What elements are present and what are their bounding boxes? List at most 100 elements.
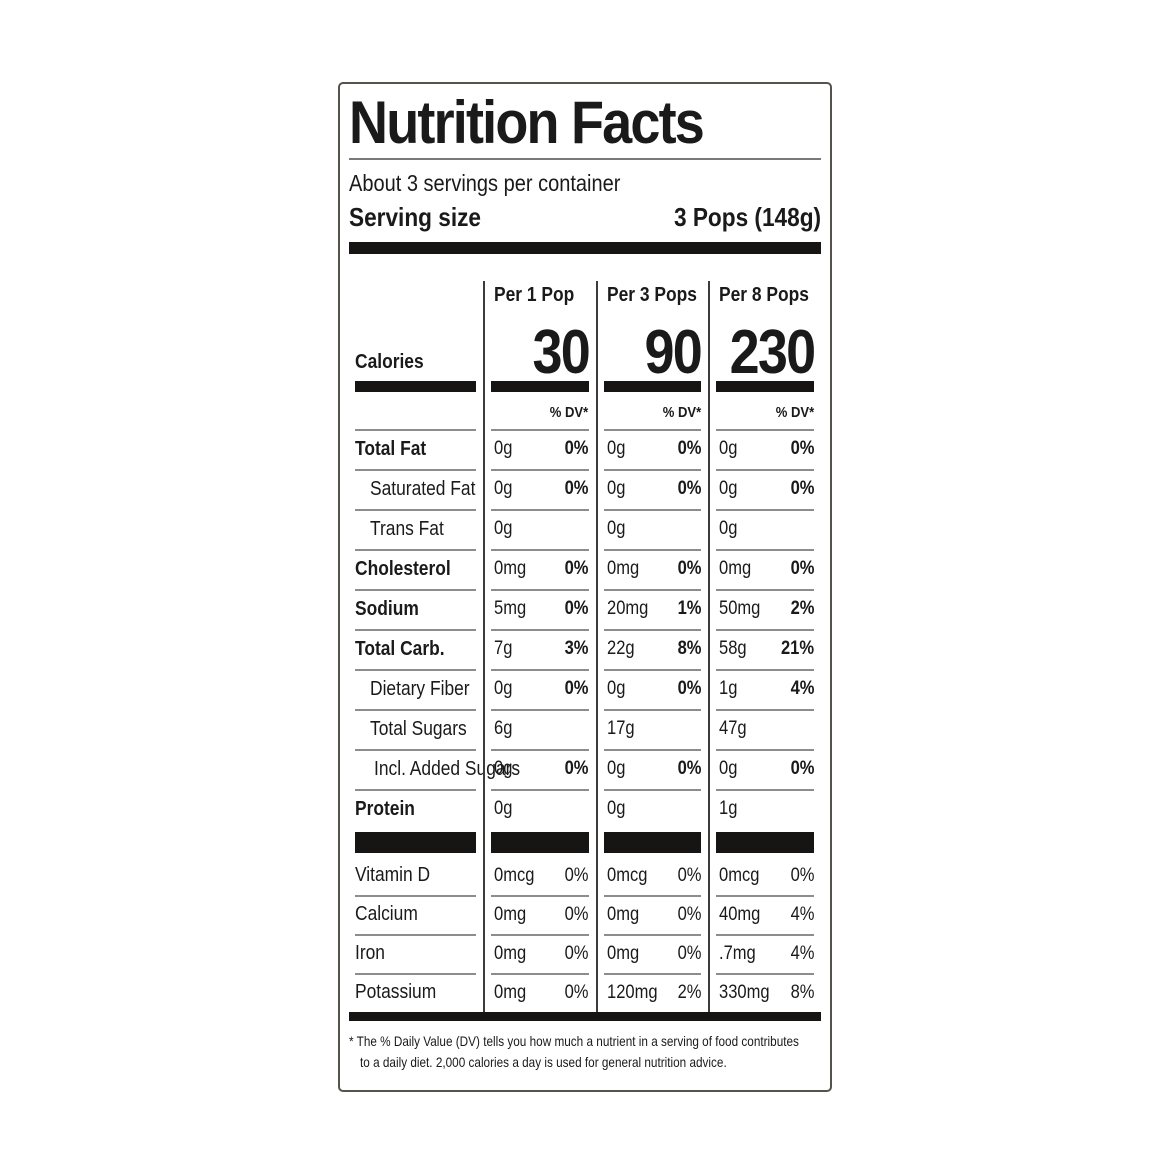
vitamin-dv: 0% — [564, 981, 589, 1003]
vitamin-amount: 0mcg — [606, 864, 648, 886]
vitamin-dv: 8% — [790, 981, 814, 1003]
nutrient-name: Saturated Fat — [349, 469, 483, 509]
dv-header-spacer — [349, 396, 483, 429]
nutrient-amount: 0g — [606, 758, 626, 779]
nutrient-dv: 2% — [790, 598, 814, 619]
nutrient-amount: 22g — [606, 638, 635, 659]
nutrient-value-cell: 0g 0% — [483, 749, 596, 789]
nutrient-value-cell: 0g 0% — [595, 429, 709, 469]
nutrient-value-cell: 0g 0% — [483, 429, 596, 469]
footnote-line2: to a daily diet. 2,000 calories a day is… — [349, 1052, 821, 1073]
section-bar-cell — [483, 829, 596, 856]
nutrient-amount: 6g — [494, 718, 513, 739]
calories-underline-bar — [491, 381, 589, 392]
vitamin-value-cell: 0mg 0% — [595, 895, 709, 934]
nutrient-dv: 0% — [677, 558, 702, 579]
nutrient-amount: 0g — [606, 438, 626, 459]
facts-grid: Per 1 Pop Per 3 Pops Per 8 Pops Calories… — [349, 254, 821, 1012]
section-thick-bar — [491, 832, 589, 853]
nutrient-dv: 0% — [564, 478, 589, 499]
servings-per-container-text: About 3 servings per container — [349, 170, 621, 196]
nutrient-amount: 0g — [494, 518, 513, 539]
calories-value-text: 230 — [729, 318, 816, 387]
nutrient-amount: 0g — [494, 798, 513, 819]
nutrient-amount: 1g — [719, 678, 738, 699]
nutrient-amount: 0g — [606, 798, 626, 819]
nutrient-value-cell: 0g 0% — [708, 749, 821, 789]
nutrient-name: Total Sugars — [349, 709, 483, 749]
vitamin-amount: .7mg — [719, 942, 757, 964]
nutrient-dv: 0% — [564, 678, 589, 699]
vitamin-value-cell: 330mg 8% — [708, 973, 821, 1012]
vitamin-value-cell: 0mcg 0% — [595, 856, 709, 895]
column-header-spacer — [349, 281, 483, 309]
calories-value-per-3-pops: 90 — [595, 309, 709, 387]
nutrient-dv: 8% — [677, 638, 702, 659]
header-thick-bar — [349, 242, 821, 254]
nutrient-dv: 0% — [564, 598, 589, 619]
nutrient-dv: 3% — [564, 638, 589, 659]
nutrient-amount: 0g — [494, 478, 513, 499]
nutrient-dv: 0% — [677, 678, 702, 699]
vitamin-amount: 0mg — [606, 903, 639, 925]
nutrient-name-text: Protein — [355, 797, 415, 820]
nutrient-value-cell: 7g 3% — [483, 629, 596, 669]
vitamin-amount: 330mg — [719, 981, 770, 1003]
section-bar-cell — [708, 829, 821, 856]
nutrient-value-cell: 0g — [483, 509, 596, 549]
vitamin-value-cell: 0mg 0% — [595, 934, 709, 973]
vitamin-amount: 40mg — [719, 903, 761, 925]
calories-underline-cell — [349, 379, 483, 396]
nutrient-dv: 0% — [564, 558, 589, 579]
vitamin-name-text: Calcium — [355, 903, 418, 925]
nutrient-name: Trans Fat — [349, 509, 483, 549]
column-header-per-3-pops: Per 3 Pops — [595, 281, 709, 309]
column-header-per-1-pop: Per 1 Pop — [483, 281, 596, 309]
section-bar-cell — [595, 829, 709, 856]
nutrient-dv: 0% — [790, 758, 814, 779]
nutrient-dv: 0% — [677, 478, 702, 499]
nutrient-name-text: Saturated Fat — [370, 477, 476, 500]
nutrient-amount: 58g — [719, 638, 747, 659]
footnote-line1-text: * The % Daily Value (DV) tells you how m… — [349, 1033, 799, 1049]
dv-header: % DV* — [483, 396, 596, 429]
nutrient-name-text: Total Fat — [355, 437, 427, 460]
nutrition-facts-label: Nutrition Facts About 3 servings per con… — [338, 82, 832, 1092]
nutrient-amount: 1g — [719, 798, 738, 819]
nutrient-amount: 0g — [606, 678, 626, 699]
nutrient-name: Dietary Fiber — [349, 669, 483, 709]
nutrient-value-cell: 0g 0% — [483, 669, 596, 709]
nutrient-value-cell: 5mg 0% — [483, 589, 596, 629]
nutrient-value-cell: 0g 0% — [595, 469, 709, 509]
calories-underline-bar — [603, 381, 702, 392]
column-header-text: Per 8 Pops — [719, 283, 810, 306]
nutrient-dv: 0% — [564, 758, 589, 779]
calories-label: Calories — [349, 309, 483, 379]
nutrient-value-cell: 0g — [595, 789, 709, 829]
section-bar-cell — [349, 829, 483, 856]
dv-header-text: % DV* — [775, 404, 814, 421]
calories-value-per-8-pops: 230 — [708, 309, 821, 387]
vitamin-dv: 0% — [564, 903, 589, 925]
vitamin-value-cell: .7mg 4% — [708, 934, 821, 973]
nutrient-value-cell: 0g — [708, 509, 821, 549]
vitamin-name: Potassium — [349, 973, 483, 1012]
nutrient-value-cell: 17g — [595, 709, 709, 749]
nutrient-name-text: Dietary Fiber — [370, 677, 470, 700]
calories-value-text: 90 — [644, 318, 703, 387]
footnote-line2-text: to a daily diet. 2,000 calories a day is… — [360, 1054, 727, 1070]
vitamin-name-text: Iron — [355, 942, 385, 964]
nutrient-dv: 0% — [677, 758, 702, 779]
nutrient-amount: 47g — [719, 718, 747, 739]
grid-top-spacer — [349, 254, 821, 281]
serving-size-value: 3 Pops (148g) — [673, 202, 821, 232]
nutrient-amount: 7g — [494, 638, 513, 659]
nutrient-dv: 0% — [790, 438, 814, 459]
vitamin-dv: 0% — [677, 864, 702, 886]
calories-label-text: Calories — [355, 351, 424, 373]
calories-underline-bar — [716, 381, 814, 392]
nutrient-amount: 0mg — [606, 558, 639, 579]
nutrient-name-text: Sodium — [355, 597, 419, 620]
nutrient-value-cell: 0g 0% — [595, 749, 709, 789]
